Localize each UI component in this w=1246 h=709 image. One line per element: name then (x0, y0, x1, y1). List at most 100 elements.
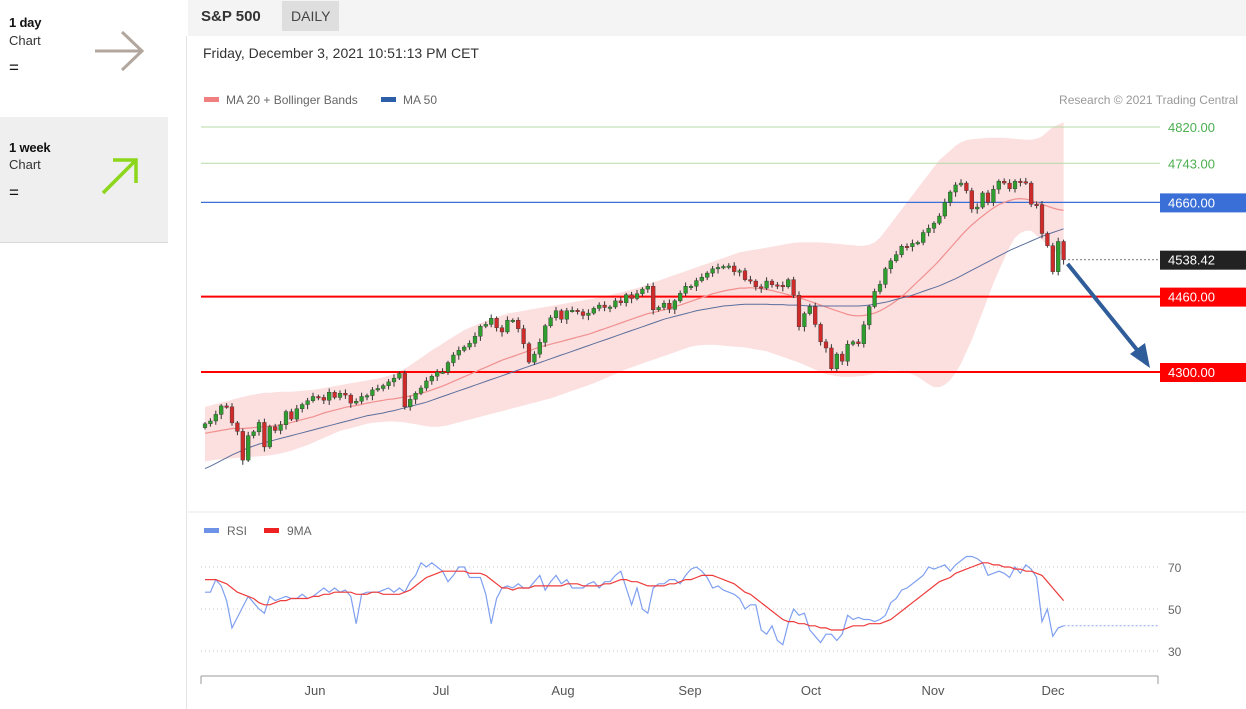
candle-body (888, 260, 893, 270)
candle-body (397, 373, 402, 379)
candle-body (462, 346, 467, 351)
candle-body (289, 411, 294, 420)
candle-body (661, 303, 667, 308)
candle-body (996, 180, 1001, 190)
candle-body (219, 405, 224, 415)
candle-body (672, 300, 677, 310)
level-tag-3 (1160, 250, 1246, 270)
candle-body (629, 294, 634, 299)
candle-body (796, 295, 802, 327)
candle (694, 277, 699, 291)
candle (570, 306, 575, 313)
candle-body (543, 325, 548, 343)
timeframe-1-week-title: 1 week (9, 140, 51, 155)
candle (370, 387, 375, 401)
candle-body (553, 310, 559, 319)
timeframe-1-week[interactable]: 1 week Chart = (0, 117, 168, 243)
candle-body (1061, 241, 1066, 261)
candle-body (748, 279, 753, 282)
candle (926, 224, 931, 237)
timeframe-1-day[interactable]: 1 day Chart = (0, 0, 168, 117)
timeframe-1-week-eq: = (9, 183, 19, 202)
candle (629, 291, 634, 304)
candle (613, 298, 618, 309)
candle (948, 190, 953, 207)
candle-body (381, 385, 386, 389)
candle-body (732, 265, 737, 272)
candle (246, 431, 251, 462)
candle-body (208, 420, 213, 425)
candle-body (251, 431, 256, 436)
candle-body (818, 324, 823, 343)
candle-body (202, 423, 208, 428)
candle (256, 419, 262, 436)
candle (391, 374, 397, 387)
candle-body (769, 280, 775, 286)
candle-body (651, 286, 656, 311)
candle (348, 393, 353, 408)
candle-body (759, 286, 764, 289)
level-tag-2 (1160, 193, 1246, 213)
candle-body (327, 392, 332, 401)
candle (602, 301, 607, 312)
candle-body (877, 284, 883, 292)
candle (786, 277, 791, 289)
candle (845, 340, 850, 366)
candle (273, 423, 278, 434)
candle-body (931, 222, 937, 229)
candle-body (213, 414, 218, 422)
candle-body (510, 319, 515, 322)
candle (424, 377, 429, 391)
candle (656, 305, 661, 312)
candle (543, 323, 548, 348)
candle-body (256, 422, 262, 433)
candle-body (300, 404, 305, 409)
candle (267, 424, 272, 449)
candle-body (721, 266, 726, 269)
candle-body (948, 191, 953, 203)
candle (888, 257, 893, 274)
candle (435, 369, 440, 381)
candle-body (386, 381, 391, 386)
candle (705, 271, 710, 281)
candle-body (958, 182, 964, 186)
candle (807, 303, 812, 316)
candle-body (845, 344, 850, 362)
candle-body (467, 343, 472, 348)
candle (213, 410, 218, 425)
rsi-tick-2: 30 (1168, 645, 1182, 659)
x-tick-label-0: Jun (305, 683, 326, 698)
candle (958, 179, 964, 187)
candle (359, 392, 364, 405)
candle-body (548, 317, 553, 327)
chart-header: S&P 500 DAILY (188, 0, 1246, 36)
candle-body (391, 377, 397, 383)
candle (354, 398, 359, 405)
candle-body (607, 306, 613, 309)
candle-body (883, 268, 888, 285)
candle-body (597, 304, 602, 309)
candle (397, 371, 402, 381)
candle (451, 352, 456, 367)
candle-body (278, 424, 283, 431)
candle (840, 351, 845, 365)
candle-body (316, 396, 321, 399)
candle (516, 317, 521, 333)
candle-body (559, 310, 564, 320)
candle (985, 190, 991, 206)
candle-body (505, 319, 510, 333)
candle (575, 308, 580, 315)
candle (850, 339, 856, 347)
candle-body (618, 300, 623, 303)
candle-body (786, 279, 791, 287)
candle (645, 283, 650, 293)
candle (921, 229, 926, 246)
candle-body (737, 270, 742, 273)
candle-body (715, 267, 721, 270)
candle-body (354, 401, 359, 404)
period-tag[interactable]: DAILY (282, 1, 340, 31)
candle (975, 203, 980, 214)
candle (440, 368, 445, 374)
candle (953, 182, 958, 197)
candle (964, 181, 969, 194)
